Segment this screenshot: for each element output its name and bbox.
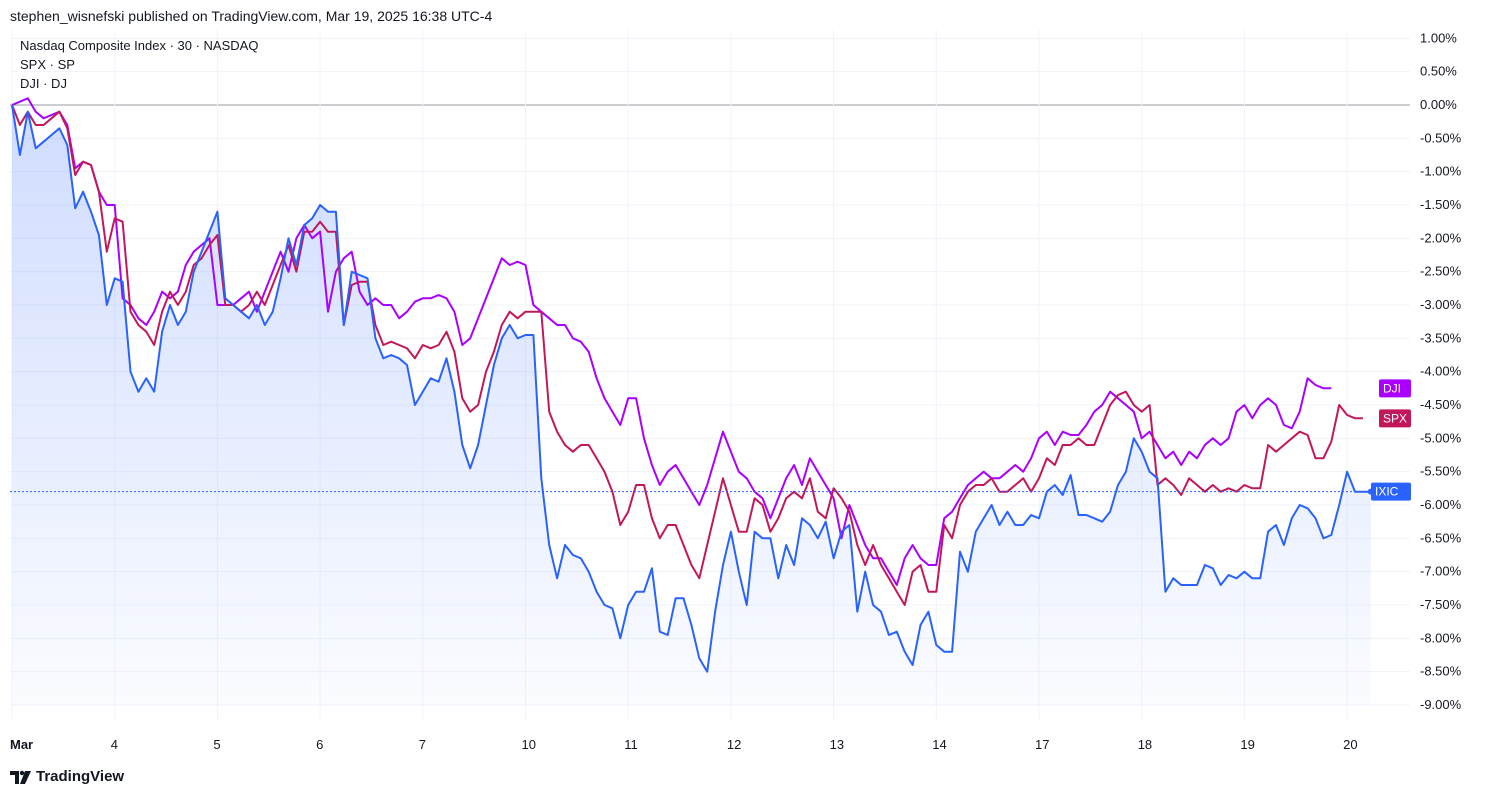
y-tick-label: -4.50% <box>1420 397 1462 412</box>
tag-dji <box>1379 379 1411 398</box>
tag-ixic <box>1371 482 1411 501</box>
y-tick-label: -5.00% <box>1420 430 1462 445</box>
y-tick-label: -1.00% <box>1420 164 1462 179</box>
x-tick-label: 19 <box>1240 737 1254 752</box>
y-tick-label: -5.50% <box>1420 464 1462 479</box>
x-tick-label: 7 <box>419 737 426 752</box>
tradingview-brand[interactable]: TradingView <box>10 768 124 785</box>
series-lines <box>10 97 1378 673</box>
x-axis: Mar 4 5 6 7 10 11 12 13 14 17 18 19 20 <box>10 737 1358 752</box>
ixic-area-path <box>12 105 1371 705</box>
tag-label-dji: DJI <box>1383 381 1401 395</box>
x-tick-label: Mar <box>10 737 33 752</box>
legend-ixic: Nasdaq Composite Index · 30 · NASDAQ <box>20 38 258 53</box>
y-tick-label: -6.00% <box>1420 497 1462 512</box>
y-tick-label: 0.50% <box>1420 64 1457 79</box>
x-tick-label: 10 <box>522 737 536 752</box>
y-tick-label: 1.00% <box>1420 30 1457 45</box>
y-tick-label: -7.00% <box>1420 564 1462 579</box>
x-tick-label: 4 <box>111 737 118 752</box>
y-tick-label: -8.00% <box>1420 630 1462 645</box>
x-tick-label: 18 <box>1138 737 1152 752</box>
x-tick-label: 12 <box>727 737 741 752</box>
y-axis: 1.00% 0.50% 0.00% -0.50% -1.00% -1.50% -2.00% -… <box>1420 30 1462 712</box>
y-tick-label: -0.50% <box>1420 130 1462 145</box>
y-tick-label: -7.50% <box>1420 597 1462 612</box>
tag-spx <box>1379 409 1411 428</box>
tag-label-ixic: IXIC <box>1375 485 1399 499</box>
y-tick-label: -6.50% <box>1420 530 1462 545</box>
y-tick-label: -3.50% <box>1420 330 1462 345</box>
y-tick-label: 0.00% <box>1420 97 1457 112</box>
x-tick-label: 20 <box>1343 737 1357 752</box>
x-tick-label: 11 <box>624 737 638 752</box>
tradingview-logo-icon <box>10 770 31 784</box>
ixic-area-fill <box>12 105 1371 705</box>
y-tick-label: -4.00% <box>1420 364 1462 379</box>
y-tick-label: -3.00% <box>1420 297 1462 312</box>
y-tick-label: -2.50% <box>1420 264 1462 279</box>
x-tick-label: 17 <box>1035 737 1049 752</box>
y-tick-label: -9.00% <box>1420 697 1462 712</box>
y-tick-label: -2.00% <box>1420 230 1462 245</box>
tag-label-spx: SPX <box>1383 411 1407 425</box>
brand-label: TradingView <box>36 768 125 785</box>
series-line-ixic <box>11 104 1371 673</box>
y-tick-label: -1.50% <box>1420 197 1462 212</box>
legend-spx: SPX · SP <box>20 57 75 72</box>
x-tick-label: 13 <box>830 737 844 752</box>
price-tags: DJI SPX IXIC <box>1371 379 1411 501</box>
legend-dji: DJI · DJ <box>20 76 67 91</box>
x-tick-label: 5 <box>213 737 220 752</box>
publish-info: stephen_wisnefski published on TradingVi… <box>10 8 493 24</box>
y-tick-label: -8.50% <box>1420 664 1462 679</box>
x-tick-label: 6 <box>316 737 323 752</box>
x-tick-label: 14 <box>932 737 946 752</box>
legend: Nasdaq Composite Index · 30 · NASDAQ SPX… <box>20 38 258 91</box>
